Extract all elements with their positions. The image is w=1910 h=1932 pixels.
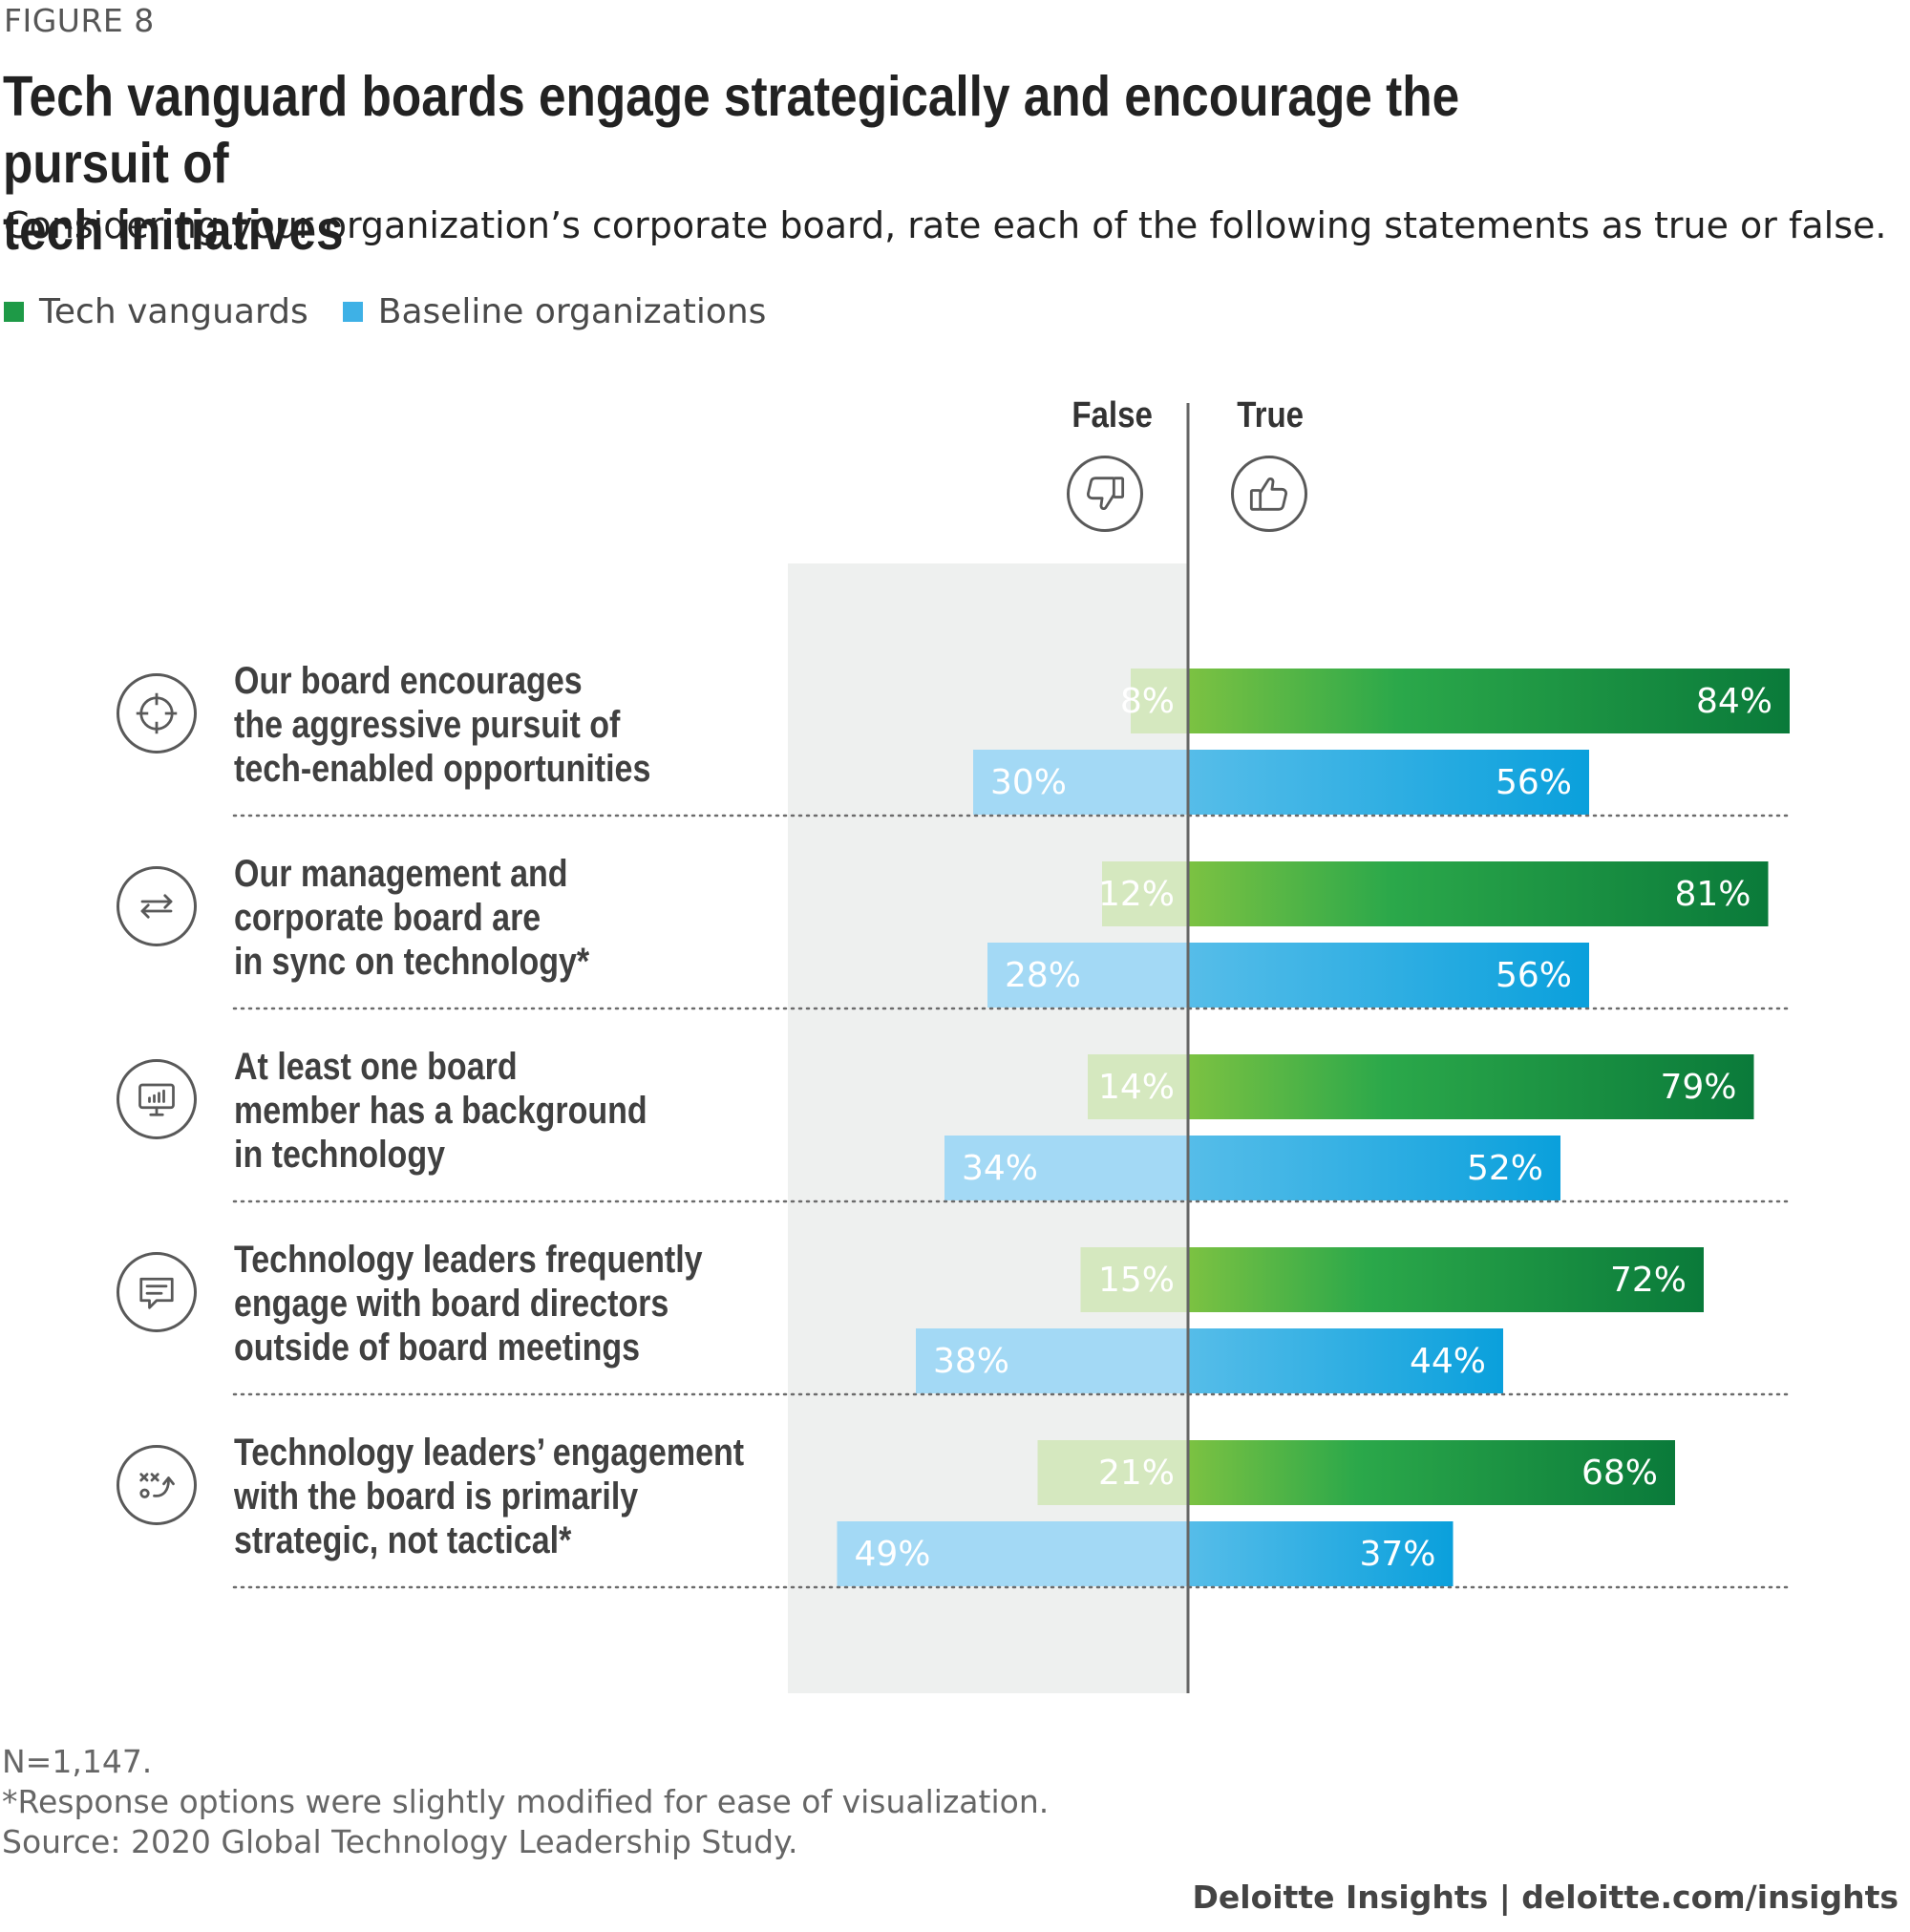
row-label-3-line-1: At least one board — [234, 1046, 518, 1088]
chart-subtitle: Considering your organization’s corporat… — [4, 204, 1887, 246]
bar-baseline-true-4 — [1188, 1328, 1503, 1393]
bar-vanguard-false-1 — [1131, 669, 1188, 733]
row-label-2: Our management and corporate board are i… — [234, 852, 721, 984]
bar-vanguard-false-4 — [1080, 1247, 1188, 1312]
row-label-5-line-1: Technology leaders’ engagement — [234, 1432, 745, 1474]
bar-vanguard-false-2 — [1102, 861, 1188, 926]
label-vanguard-false-4: 15% — [1098, 1261, 1175, 1300]
bar-baseline-false-2 — [987, 943, 1188, 1008]
label-vanguard-false-3: 14% — [1098, 1068, 1175, 1107]
label-baseline-true-1: 56% — [1496, 763, 1572, 802]
bar-vanguard-false-3 — [1088, 1054, 1188, 1119]
bar-vanguard-false-5 — [1037, 1440, 1188, 1505]
row-label-3-line-2: member has a background — [234, 1090, 647, 1132]
row-label-1-line-1: Our board encourages — [234, 660, 583, 702]
row-label-2-line-2: corporate board are — [234, 897, 541, 939]
label-baseline-true-3: 52% — [1467, 1149, 1543, 1188]
label-vanguard-true-2: 81% — [1674, 875, 1751, 914]
label-vanguard-false-5: 21% — [1098, 1454, 1175, 1493]
bar-baseline-false-1 — [973, 750, 1188, 815]
chat-bubble-icon — [117, 1252, 197, 1332]
bar-vanguard-true-1 — [1188, 669, 1790, 733]
credit: Deloitte Insights | deloitte.com/insight… — [1192, 1879, 1899, 1916]
label-vanguard-true-5: 68% — [1581, 1454, 1658, 1493]
title-line-2: tech initiatives — [3, 199, 344, 262]
legend-item-baseline: Baseline organizations — [342, 292, 767, 331]
row-label-1-line-3: tech-enabled opportunities — [234, 748, 651, 790]
footnote-source: Source: 2020 Global Technology Leadershi… — [2, 1823, 798, 1860]
bar-baseline-false-5 — [837, 1521, 1188, 1586]
label-baseline-true-2: 56% — [1496, 956, 1572, 995]
label-baseline-false-2: 28% — [1005, 956, 1081, 995]
bar-baseline-false-3 — [944, 1136, 1188, 1200]
strategy-play-icon — [117, 1445, 197, 1525]
label-baseline-false-4: 38% — [933, 1342, 1009, 1381]
label-vanguard-false-2: 12% — [1098, 875, 1175, 914]
row-label-4-line-2: engage with board directors — [234, 1283, 669, 1325]
label-baseline-true-4: 44% — [1410, 1342, 1486, 1381]
bar-vanguard-true-2 — [1188, 861, 1769, 926]
row-label-2-line-3: in sync on technology* — [234, 941, 590, 983]
bar-baseline-true-3 — [1188, 1136, 1560, 1200]
label-vanguard-true-1: 84% — [1696, 682, 1772, 721]
bar-baseline-true-5 — [1188, 1521, 1454, 1586]
label-vanguard-true-3: 79% — [1660, 1068, 1736, 1107]
legend: Tech vanguards Baseline organizations — [4, 292, 800, 331]
figure-label: FIGURE 8 — [4, 2, 155, 39]
row-label-3-line-3: in technology — [234, 1134, 445, 1176]
row-label-5-line-2: with the board is primarily — [234, 1476, 639, 1518]
footnote-sample-size: N=1,147. — [2, 1743, 153, 1780]
legend-item-tech-vanguards: Tech vanguards — [4, 292, 308, 331]
bar-baseline-true-2 — [1188, 943, 1589, 1008]
row-label-4-line-3: outside of board meetings — [234, 1327, 641, 1369]
bar-baseline-true-1 — [1188, 750, 1589, 815]
bar-vanguard-true-5 — [1188, 1440, 1675, 1505]
legend-label-baseline: Baseline organizations — [377, 292, 767, 331]
label-baseline-true-5: 37% — [1359, 1535, 1435, 1574]
chart-title: Tech vanguard boards engage strategicall… — [3, 63, 1581, 264]
label-vanguard-true-4: 72% — [1610, 1261, 1687, 1300]
false-label: False — [1072, 395, 1153, 435]
row-label-2-line-1: Our management and — [234, 853, 568, 895]
footnote-modified: *Response options were slightly modified… — [2, 1783, 1050, 1820]
label-baseline-false-5: 49% — [855, 1535, 931, 1574]
legend-label-tech-vanguards: Tech vanguards — [39, 292, 308, 331]
row-label-3: At least one board member has a backgrou… — [234, 1045, 721, 1177]
row-label-5: Technology leaders’ engagement with the … — [234, 1431, 745, 1562]
sync-arrows-icon — [117, 866, 197, 946]
row-label-1: Our board encourages the aggressive purs… — [234, 659, 721, 791]
row-label-1-line-2: the aggressive pursuit of — [234, 704, 621, 746]
bar-vanguard-true-3 — [1188, 1054, 1754, 1119]
thumbs-up-icon — [1231, 456, 1307, 532]
label-baseline-false-3: 34% — [962, 1149, 1038, 1188]
bar-baseline-false-4 — [916, 1328, 1188, 1393]
thumbs-down-icon — [1067, 456, 1143, 532]
target-icon — [117, 673, 197, 754]
row-label-5-line-3: strategic, not tactical* — [234, 1519, 572, 1561]
legend-swatch-baseline — [342, 302, 363, 322]
legend-swatch-tech-vanguards — [4, 302, 24, 322]
row-label-4-line-1: Technology leaders frequently — [234, 1239, 703, 1281]
monitor-chart-icon — [117, 1059, 197, 1139]
label-vanguard-false-1: 8% — [1120, 682, 1175, 721]
title-line-1: Tech vanguard boards engage strategicall… — [3, 65, 1460, 195]
true-label: True — [1237, 395, 1305, 435]
bar-vanguard-true-4 — [1188, 1247, 1704, 1312]
row-label-4: Technology leaders frequently engage wit… — [234, 1238, 721, 1369]
footnotes: N=1,147. *Response options were slightly… — [2, 1742, 1049, 1862]
label-baseline-false-1: 30% — [990, 763, 1067, 802]
